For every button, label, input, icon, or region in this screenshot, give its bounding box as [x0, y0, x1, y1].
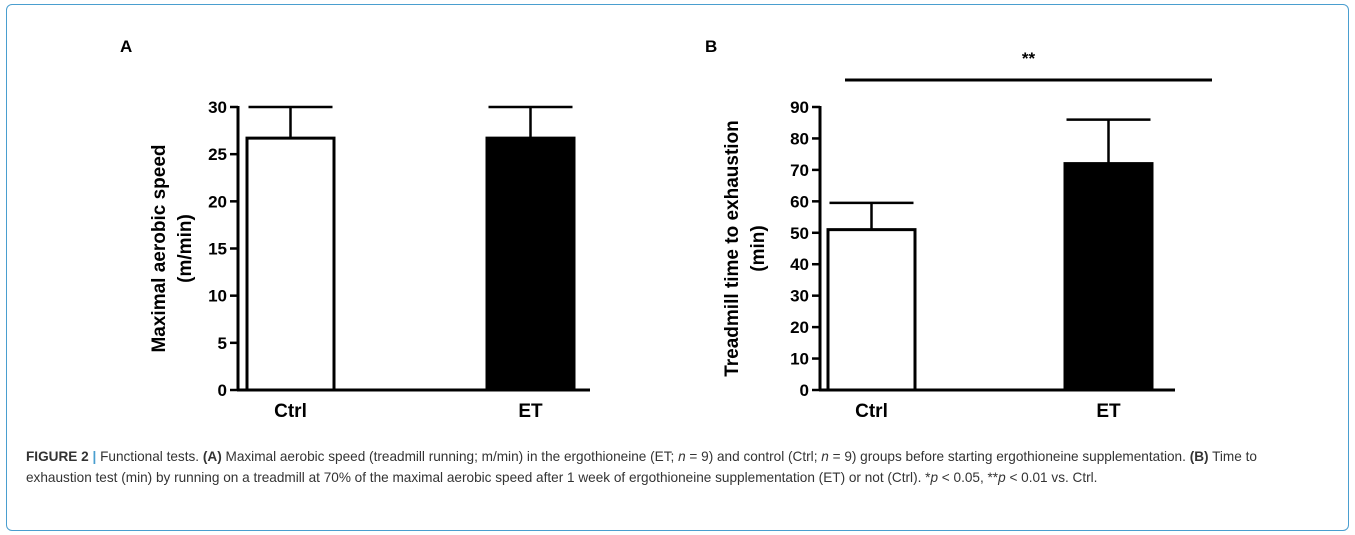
- panel-a-xtick-label: ET: [518, 401, 543, 422]
- panel-a-bar-ctrl: [245, 136, 336, 392]
- caption-run: Maximal aerobic speed (treadmill running…: [221, 449, 679, 464]
- panel-a-xtick-label: Ctrl: [274, 401, 307, 422]
- caption-run: < 0.01 vs. Ctrl.: [1005, 470, 1098, 485]
- figure-frame: [6, 4, 1349, 531]
- panel-a-ytick-label: 5: [218, 334, 227, 353]
- caption-italic: n: [821, 449, 829, 464]
- caption-separator: |: [92, 449, 97, 464]
- panel-b-ytick-label: 30: [790, 287, 809, 306]
- panel-a-bar-et: [485, 136, 576, 392]
- panel-a-ytick-label: 30: [208, 98, 227, 117]
- caption-text: Functional tests. (A) Maximal aerobic sp…: [26, 449, 1257, 485]
- panel-b-xtick-label: Ctrl: [855, 401, 888, 422]
- panel-a-ytick-label: 0: [218, 381, 227, 400]
- panel-b-significance-label: **: [1022, 49, 1036, 68]
- caption-run: Functional tests.: [100, 449, 203, 464]
- panel-b-ytick-label: 50: [790, 224, 809, 243]
- caption-run: Time to exhaustion test (min) by running…: [26, 449, 1257, 485]
- panel-b-ytick-label: 70: [790, 161, 809, 180]
- panel-b-ytick-label: 90: [790, 98, 809, 117]
- caption-panel-ref: (B): [1189, 449, 1209, 464]
- panel-b-label: B: [705, 37, 717, 56]
- panel-b-ytick-label: 0: [800, 381, 809, 400]
- caption-run: = 9) and control (Ctrl;: [685, 449, 822, 464]
- panel-b-ytick-label: 10: [790, 350, 809, 369]
- panel-b-bar-et: [1063, 162, 1154, 392]
- panel-b-xtick-label: ET: [1096, 401, 1121, 422]
- panel-b-ytick-label: 20: [790, 318, 809, 337]
- caption-run: = 9) groups before starting ergothionein…: [828, 449, 1190, 464]
- figure-label: FIGURE 2: [26, 449, 89, 464]
- caption-italic: p: [998, 470, 1006, 485]
- caption-panel-ref: (A): [202, 449, 222, 464]
- panel-a-ylabel: (m/min): [175, 214, 196, 283]
- panel-b-bar-ctrl: [826, 228, 917, 392]
- panel-a-ylabel: Maximal aerobic speed: [149, 144, 170, 352]
- panel-a-ytick-label: 20: [208, 192, 227, 211]
- panel-b-ytick-label: 40: [790, 255, 809, 274]
- caption-run: < 0.05, **: [938, 470, 999, 485]
- panel-b-ylabel: Treadmill time to exhaustion: [722, 120, 743, 377]
- panel-a-ytick-label: 15: [208, 240, 227, 259]
- caption-italic: p: [930, 470, 939, 485]
- caption-italic: n: [678, 449, 686, 464]
- panel-b-ytick-label: 80: [790, 129, 809, 148]
- figure-caption: FIGURE 2 | Functional tests. (A) Maximal…: [26, 446, 1326, 488]
- panel-b-ylabel: (min): [748, 225, 769, 271]
- panel-a-label: A: [120, 37, 132, 56]
- panel-a-ytick-label: 10: [208, 287, 227, 306]
- panel-a-ytick-label: 25: [208, 145, 227, 164]
- panel-b-ytick-label: 60: [790, 192, 809, 211]
- figure-charts: A 0 5 10 15 20 25 30 Maximal aerobic speed (m/min…: [120, 37, 1212, 422]
